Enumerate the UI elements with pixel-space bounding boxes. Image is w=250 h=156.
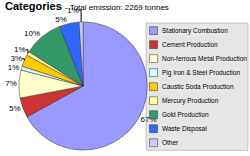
svg-text:Cement Production: Cement Production (162, 41, 218, 48)
svg-text:Pig Iron & Steel Production: Pig Iron & Steel Production (162, 69, 240, 77)
svg-text:Non-ferrous Metal Production: Non-ferrous Metal Production (162, 55, 247, 62)
svg-text:Categories - Total emission: 2: Categories - Total emission: 2269 tonnes (5, 0, 169, 12)
svg-text:5%: 5% (9, 104, 21, 113)
svg-text:10%: 10% (24, 29, 40, 38)
svg-text:Waste Disposal: Waste Disposal (162, 125, 207, 133)
svg-text:7%: 7% (5, 79, 17, 88)
svg-text:Mercury Production: Mercury Production (162, 97, 219, 105)
svg-text:5%: 5% (55, 15, 67, 24)
svg-text:Caustic Soda Production: Caustic Soda Production (162, 83, 234, 90)
svg-text:Gold Production: Gold Production (162, 111, 209, 118)
svg-text:67%: 67% (141, 115, 157, 124)
svg-text:Stationary Combustion: Stationary Combustion (162, 27, 228, 35)
svg-text:3%: 3% (10, 54, 22, 63)
svg-text:1%: 1% (8, 63, 20, 72)
svg-text:1%: 1% (67, 6, 79, 15)
svg-text:Other: Other (162, 139, 179, 146)
svg-text:1%: 1% (14, 45, 26, 54)
